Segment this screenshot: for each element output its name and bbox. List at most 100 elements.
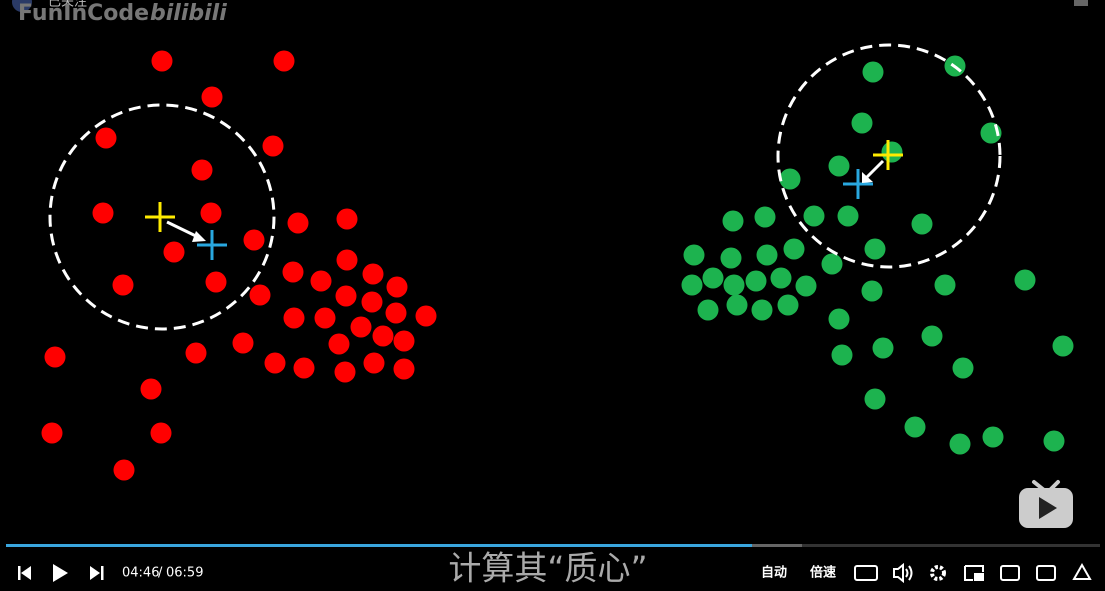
green-point xyxy=(697,299,719,321)
red-point xyxy=(185,342,207,364)
green-point xyxy=(862,61,884,83)
red-point xyxy=(362,263,384,285)
volume-button[interactable] xyxy=(893,562,913,584)
red-point xyxy=(363,352,385,374)
red-point xyxy=(264,352,286,374)
red-point xyxy=(41,422,63,444)
red-point xyxy=(232,332,254,354)
red-point xyxy=(113,459,135,481)
green-point xyxy=(851,112,873,134)
green-point xyxy=(783,238,805,260)
old-center xyxy=(873,140,903,170)
subtitle-toggle[interactable] xyxy=(854,565,878,581)
red-point xyxy=(95,127,117,149)
old-center xyxy=(145,202,175,232)
green-point xyxy=(911,213,933,235)
green-point xyxy=(756,244,778,266)
green-point xyxy=(831,344,853,366)
green-point xyxy=(777,294,799,316)
green-point xyxy=(828,155,850,177)
settings-button[interactable] xyxy=(930,565,946,581)
green-point xyxy=(821,253,843,275)
red-point xyxy=(205,271,227,293)
green-point xyxy=(921,325,943,347)
subtitle: 计算其“质心” xyxy=(448,549,647,588)
green-point xyxy=(934,274,956,296)
red-point xyxy=(415,305,437,327)
controls xyxy=(18,564,104,582)
duration: 06:59 xyxy=(166,566,203,581)
red-point xyxy=(336,249,358,271)
red-point xyxy=(350,316,372,338)
green-point xyxy=(683,244,705,266)
bili-tv-icon xyxy=(1019,480,1073,528)
red-point xyxy=(150,422,172,444)
green-point xyxy=(828,308,850,330)
green-point xyxy=(779,168,801,190)
red-point xyxy=(201,86,223,108)
next-button[interactable] xyxy=(90,566,104,580)
green-point xyxy=(837,205,859,227)
playback-speed[interactable]: 倍速 xyxy=(810,565,836,581)
green-point xyxy=(681,274,703,296)
red-point xyxy=(361,291,383,313)
red-point xyxy=(393,330,415,352)
green-point xyxy=(864,238,886,260)
green-point xyxy=(722,210,744,232)
green-point xyxy=(751,299,773,321)
green-point xyxy=(1014,269,1036,291)
red-point xyxy=(249,284,271,306)
centroid-markers xyxy=(145,140,903,260)
red-point xyxy=(314,307,336,329)
green-point xyxy=(702,267,724,289)
red-point xyxy=(191,159,213,181)
fullscreen-button[interactable] xyxy=(1072,562,1092,580)
green-point xyxy=(754,206,776,228)
red-point xyxy=(335,285,357,307)
green-point xyxy=(864,388,886,410)
auto-quality[interactable]: 自动 xyxy=(761,565,787,581)
green-point xyxy=(982,426,1004,448)
red-point xyxy=(287,212,309,234)
pip-inner xyxy=(974,573,984,581)
pip-button[interactable] xyxy=(964,565,984,581)
green-point xyxy=(726,294,748,316)
channel-watermark: FunInCode xyxy=(18,1,149,26)
red-point xyxy=(200,202,222,224)
red-point xyxy=(140,378,162,400)
green-point xyxy=(861,280,883,302)
follow-label: 已关注 xyxy=(48,0,87,10)
green-point xyxy=(795,275,817,297)
red-point xyxy=(372,325,394,347)
green-point xyxy=(952,357,974,379)
arrow-head xyxy=(192,231,206,242)
red-point xyxy=(328,333,350,355)
avatar xyxy=(12,0,32,12)
green-point xyxy=(904,416,926,438)
red-point xyxy=(262,135,284,157)
green-point xyxy=(720,247,742,269)
wide-mode[interactable] xyxy=(1000,565,1020,581)
green-point xyxy=(949,433,971,455)
green-point xyxy=(770,267,792,289)
web-fullscreen[interactable] xyxy=(1036,565,1056,581)
red-point xyxy=(112,274,134,296)
red-point xyxy=(386,276,408,298)
red-point xyxy=(385,302,407,324)
arrow-head xyxy=(862,172,873,183)
prev-button[interactable] xyxy=(18,566,31,580)
red-point xyxy=(393,358,415,380)
right-controls xyxy=(854,562,1092,584)
time-separator: / xyxy=(158,566,163,581)
new-center xyxy=(197,230,227,260)
current-time: 04:46 xyxy=(122,566,159,581)
red-point xyxy=(163,241,185,263)
new-center xyxy=(843,169,873,199)
play-button[interactable] xyxy=(53,564,68,582)
red-point xyxy=(310,270,332,292)
green-point xyxy=(723,274,745,296)
red-point xyxy=(336,208,358,230)
green-point xyxy=(745,270,767,292)
